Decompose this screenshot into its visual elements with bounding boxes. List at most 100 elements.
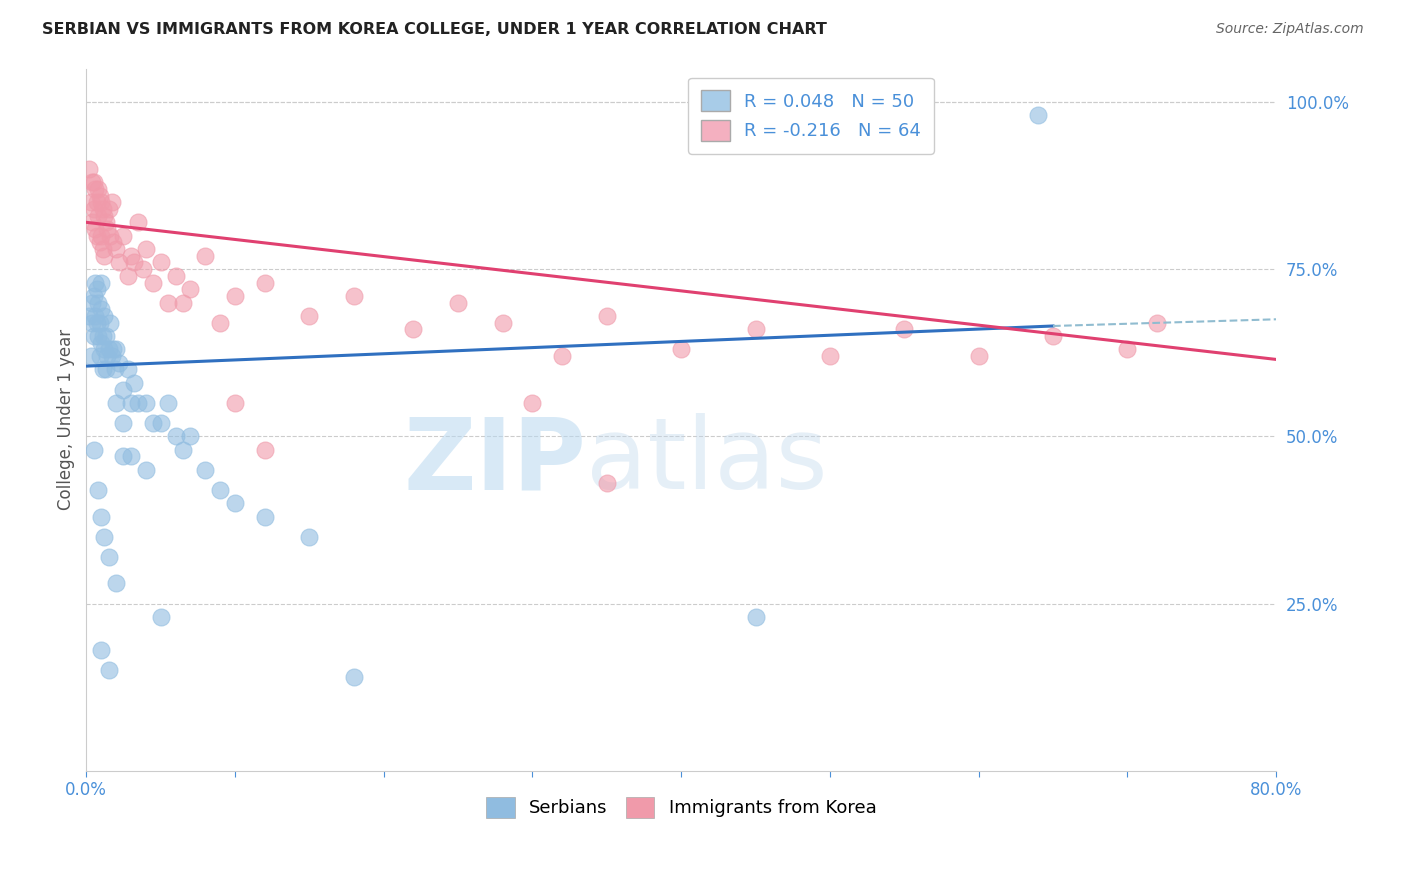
Point [149, 610, 172, 624]
Point [127, 396, 149, 410]
Point [179, 429, 201, 443]
Point [93, 209, 115, 223]
Point [120, 249, 142, 263]
Point [298, 530, 321, 544]
Point [98, 228, 121, 243]
Point [77, 161, 100, 176]
Point [77, 309, 100, 323]
Point [93, 530, 115, 544]
Point [84, 222, 107, 236]
Point [96, 222, 118, 236]
Point [86, 316, 108, 330]
Point [100, 195, 122, 210]
Legend: Serbians, Immigrants from Korea: Serbians, Immigrants from Korea [478, 789, 884, 825]
Point [84, 182, 107, 196]
Point [744, 322, 766, 336]
Point [86, 195, 108, 210]
Point [101, 343, 124, 357]
Point [669, 343, 692, 357]
Point [298, 309, 321, 323]
Point [893, 322, 915, 336]
Text: ZIP: ZIP [404, 413, 586, 510]
Point [135, 396, 157, 410]
Point [343, 670, 366, 684]
Point [120, 396, 142, 410]
Point [165, 429, 187, 443]
Point [90, 509, 112, 524]
Point [82, 295, 104, 310]
Point [105, 343, 128, 357]
Point [149, 416, 172, 430]
Point [1116, 343, 1139, 357]
Point [253, 442, 276, 457]
Point [112, 228, 135, 243]
Point [94, 215, 117, 229]
Point [142, 276, 165, 290]
Point [91, 242, 114, 256]
Point [89, 316, 111, 330]
Point [90, 643, 112, 657]
Point [172, 442, 194, 457]
Point [87, 209, 110, 223]
Point [82, 316, 104, 330]
Point [492, 316, 515, 330]
Point [100, 349, 122, 363]
Point [117, 268, 139, 283]
Point [108, 356, 131, 370]
Point [157, 295, 180, 310]
Point [90, 276, 112, 290]
Point [744, 610, 766, 624]
Point [83, 175, 105, 189]
Text: atlas: atlas [586, 413, 828, 510]
Point [224, 396, 246, 410]
Point [402, 322, 425, 336]
Point [596, 476, 619, 491]
Point [122, 255, 145, 269]
Point [90, 302, 112, 317]
Point [224, 289, 246, 303]
Point [87, 329, 110, 343]
Point [93, 343, 115, 357]
Point [818, 349, 841, 363]
Point [112, 450, 135, 464]
Point [83, 289, 105, 303]
Point [789, 102, 811, 116]
Point [551, 349, 574, 363]
Point [91, 202, 114, 216]
Point [105, 396, 128, 410]
Text: Source: ZipAtlas.com: Source: ZipAtlas.com [1216, 22, 1364, 37]
Point [194, 463, 217, 477]
Point [90, 195, 112, 210]
Point [94, 329, 117, 343]
Point [135, 463, 157, 477]
Point [1146, 316, 1168, 330]
Point [596, 309, 619, 323]
Point [89, 349, 111, 363]
Point [91, 329, 114, 343]
Point [84, 309, 107, 323]
Point [112, 383, 135, 397]
Point [97, 343, 120, 357]
Point [87, 483, 110, 497]
Point [209, 483, 232, 497]
Point [343, 289, 366, 303]
Point [149, 255, 172, 269]
Point [108, 255, 131, 269]
Point [93, 309, 115, 323]
Point [98, 316, 121, 330]
Point [93, 249, 115, 263]
Point [522, 396, 544, 410]
Point [132, 262, 155, 277]
Point [87, 182, 110, 196]
Text: SERBIAN VS IMMIGRANTS FROM KOREA COLLEGE, UNDER 1 YEAR CORRELATION CHART: SERBIAN VS IMMIGRANTS FROM KOREA COLLEGE… [42, 22, 827, 37]
Point [84, 276, 107, 290]
Point [80, 195, 103, 210]
Point [97, 202, 120, 216]
Point [117, 362, 139, 376]
Point [447, 295, 470, 310]
Point [90, 335, 112, 350]
Point [127, 215, 149, 229]
Point [209, 316, 232, 330]
Point [1042, 329, 1064, 343]
Point [157, 396, 180, 410]
